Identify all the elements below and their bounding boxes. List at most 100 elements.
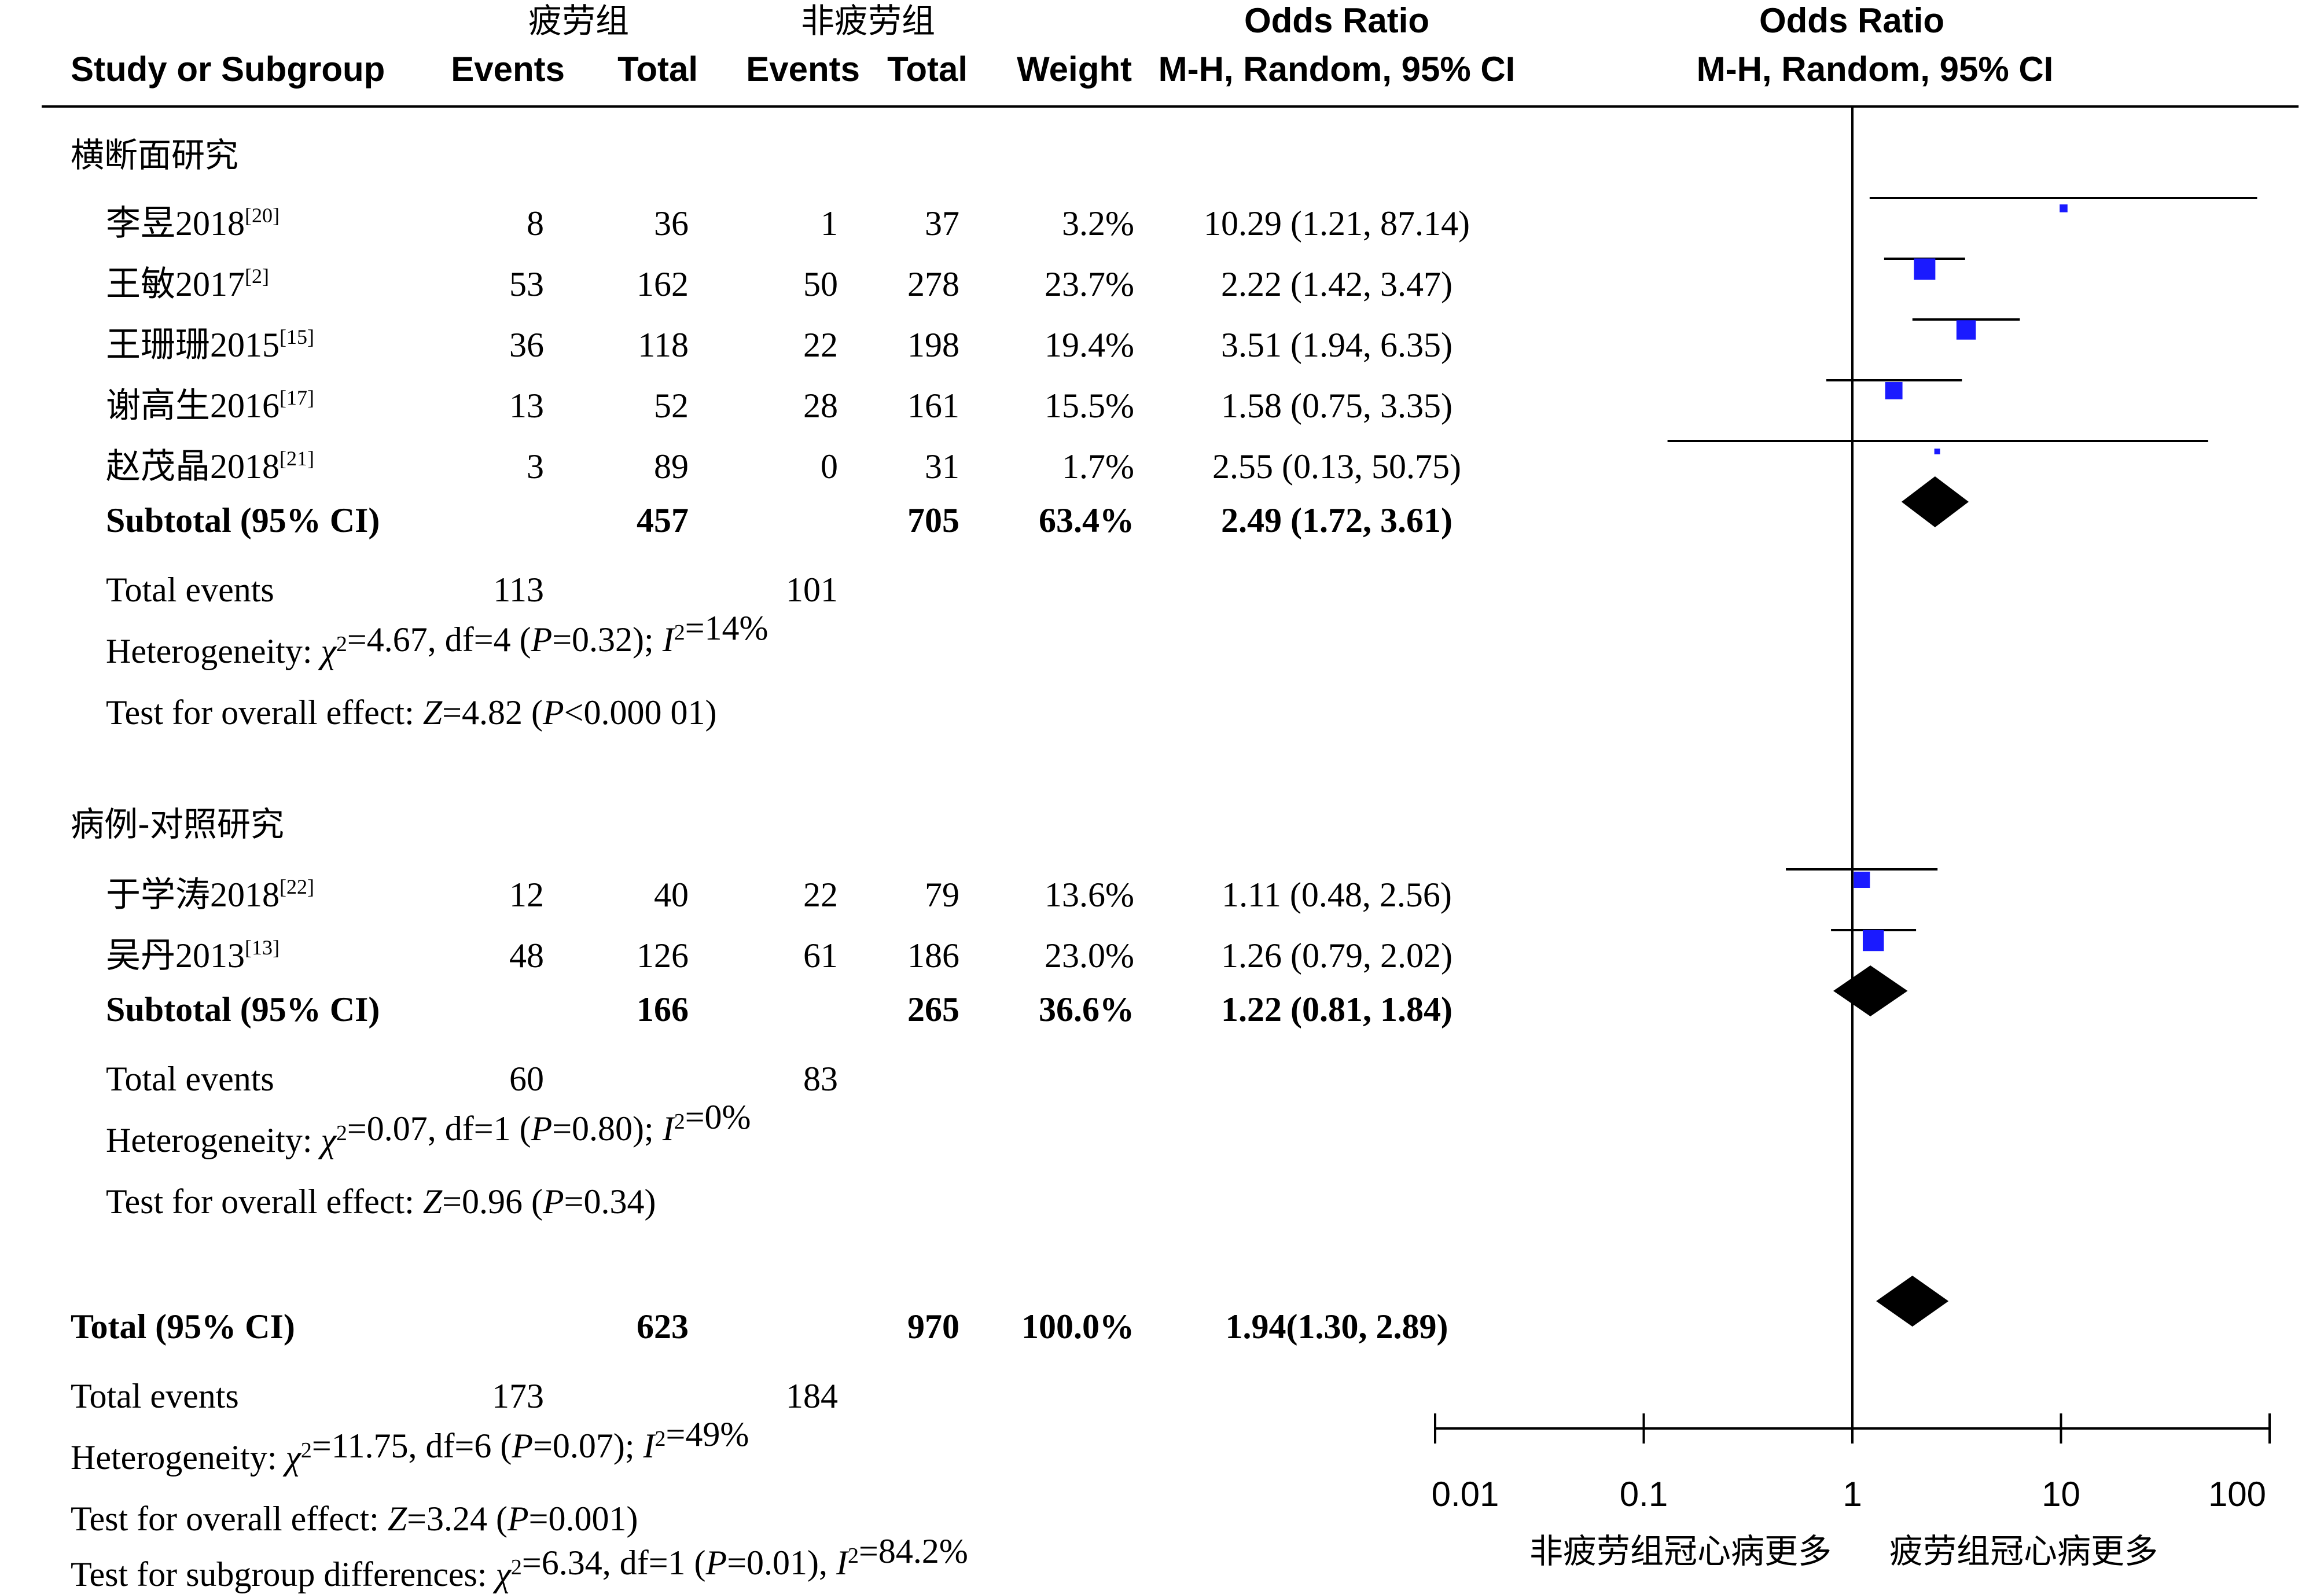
or-ci-value: 1.11 (0.48, 2.56)	[1222, 876, 1452, 914]
x-tick-label: 0.1	[1620, 1475, 1668, 1514]
total2-header: Total	[887, 50, 968, 89]
study-ref: [13]	[245, 936, 280, 959]
total2-value: 970	[907, 1307, 959, 1346]
plot-method-header: M-H, Random, 95% CI	[1697, 50, 2054, 89]
events1-value: 12	[509, 876, 544, 914]
weight-value: 13.6%	[1045, 876, 1134, 914]
overall-heterogeneity-text: Heterogeneity: χ2=11.75, df=6 (P=0.07); …	[71, 1415, 749, 1477]
study-name-text: 谢高生2016	[106, 387, 280, 425]
weight-value: 15.5%	[1045, 387, 1134, 425]
events2-value: 61	[803, 936, 838, 975]
total-events-label: Total events	[106, 1060, 274, 1098]
weight-value: 36.6%	[1039, 990, 1134, 1029]
total1-value: 118	[638, 326, 689, 364]
events2-value: 0	[821, 447, 838, 486]
study-name: 王珊珊2015[15]	[106, 325, 314, 364]
events1-header: Events	[451, 50, 565, 89]
total-events1: 60	[509, 1060, 544, 1098]
events1-value: 36	[509, 326, 544, 364]
x-tick-label: 100	[2208, 1475, 2266, 1514]
events1-value: 48	[509, 936, 544, 975]
weight-value: 63.4%	[1039, 501, 1134, 539]
or-ci-value: 1.26 (0.79, 2.02)	[1221, 936, 1452, 975]
events2-header: Events	[746, 50, 860, 89]
x-tick-label: 0.01	[1432, 1475, 1499, 1514]
events2-value: 22	[803, 326, 838, 364]
overall-total-events-label: Total events	[71, 1377, 239, 1415]
study-name-text: 赵茂晶2018	[106, 447, 280, 486]
study-name-text: 李昱2018	[106, 204, 245, 243]
study-marker	[1885, 382, 1903, 399]
weight-value: 1.7%	[1062, 447, 1134, 486]
total2-value: 161	[907, 387, 959, 425]
study-name-text: 吴丹2013	[106, 936, 245, 975]
study-column-header: Study or Subgroup	[71, 50, 385, 89]
total1-value: 126	[637, 936, 689, 975]
total1-value: 52	[654, 387, 689, 425]
total-events-label: Total events	[106, 571, 274, 609]
total2-value: 265	[907, 990, 959, 1029]
overall-total-events1: 173	[492, 1377, 544, 1415]
total-events2: 101	[786, 571, 838, 609]
events1-value: 53	[509, 265, 544, 303]
total2-value: 79	[925, 876, 959, 914]
or-ci-value: 1.22 (0.81, 1.84)	[1221, 990, 1452, 1029]
events1-value: 8	[527, 204, 544, 243]
or-ci-value: 3.51 (1.94, 6.35)	[1221, 326, 1452, 364]
study-ref: [21]	[280, 447, 314, 470]
overall-effect-text: Test for overall effect: Z=0.96 (P=0.34)	[106, 1182, 656, 1221]
events2-value: 22	[803, 876, 838, 914]
study-name: 吴丹2013[13]	[106, 936, 280, 975]
total1-value: 36	[654, 204, 689, 243]
total-events2: 83	[803, 1060, 838, 1098]
weight-value: 23.0%	[1045, 936, 1134, 975]
study-marker	[1854, 871, 1870, 888]
events1-value: 3	[527, 447, 544, 486]
total2-value: 278	[907, 265, 959, 303]
plot-title: Odds Ratio	[1759, 1, 1944, 40]
or-ci-value: 2.49 (1.72, 3.61)	[1221, 501, 1452, 539]
study-name: 李昱2018[20]	[106, 204, 280, 243]
or-ci-value: 2.55 (0.13, 50.75)	[1212, 447, 1461, 486]
total1-value: 166	[637, 990, 689, 1029]
study-name-text: 王珊珊2015	[106, 326, 280, 364]
x-tick-label: 1	[1843, 1475, 1862, 1514]
subgroup-title: 横断面研究	[71, 135, 238, 175]
total1-value: 40	[654, 876, 689, 914]
study-name: 赵茂晶2018[21]	[106, 447, 314, 486]
study-marker	[1934, 449, 1940, 454]
heterogeneity-text: Heterogeneity: χ2=0.07, df=1 (P=0.80); I…	[106, 1098, 751, 1159]
study-marker	[1862, 930, 1884, 952]
study-ref: [17]	[280, 386, 314, 409]
total-events1: 113	[493, 571, 544, 609]
summary-diamond	[1876, 1276, 1949, 1327]
weight-header: Weight	[1017, 50, 1132, 89]
group1-name: 疲劳组	[528, 1, 629, 41]
summary-diamond	[1833, 965, 1908, 1016]
overall-effect-total-text: Test for overall effect: Z=3.24 (P=0.001…	[71, 1500, 638, 1538]
study-marker	[1914, 258, 1936, 280]
total2-value: 37	[925, 204, 959, 243]
weight-value: 3.2%	[1062, 204, 1134, 243]
subtotal-label: Subtotal (95% CI)	[106, 990, 380, 1029]
study-name: 王敏2017[2]	[106, 265, 269, 303]
or-ci-value: 1.58 (0.75, 3.35)	[1221, 387, 1452, 425]
study-name-text: 王敏2017	[106, 265, 245, 303]
or-ci-value: 1.94(1.30, 2.89)	[1226, 1307, 1448, 1346]
events2-value: 50	[803, 265, 838, 303]
study-name-text: 于学涛2018	[106, 876, 280, 914]
weight-value: 100.0%	[1021, 1307, 1134, 1346]
heterogeneity-text: Heterogeneity: χ2=4.67, df=4 (P=0.32); I…	[106, 609, 768, 670]
study-marker	[2060, 204, 2068, 212]
subtotal-label: Subtotal (95% CI)	[106, 501, 380, 539]
subgroup-difference-text: Test for subgroup differences: χ2=6.34, …	[71, 1532, 968, 1593]
total2-value: 705	[907, 501, 959, 539]
overall-total-events2: 184	[786, 1377, 838, 1415]
overall-effect-text: Test for overall effect: Z=4.82 (P<0.000…	[106, 693, 716, 732]
or-ci-value: 10.29 (1.21, 87.14)	[1204, 204, 1470, 243]
study-ref: [2]	[245, 265, 269, 288]
events2-value: 1	[821, 204, 838, 243]
subgroup-title: 病例-对照研究	[71, 805, 284, 844]
study-marker	[1956, 320, 1976, 340]
